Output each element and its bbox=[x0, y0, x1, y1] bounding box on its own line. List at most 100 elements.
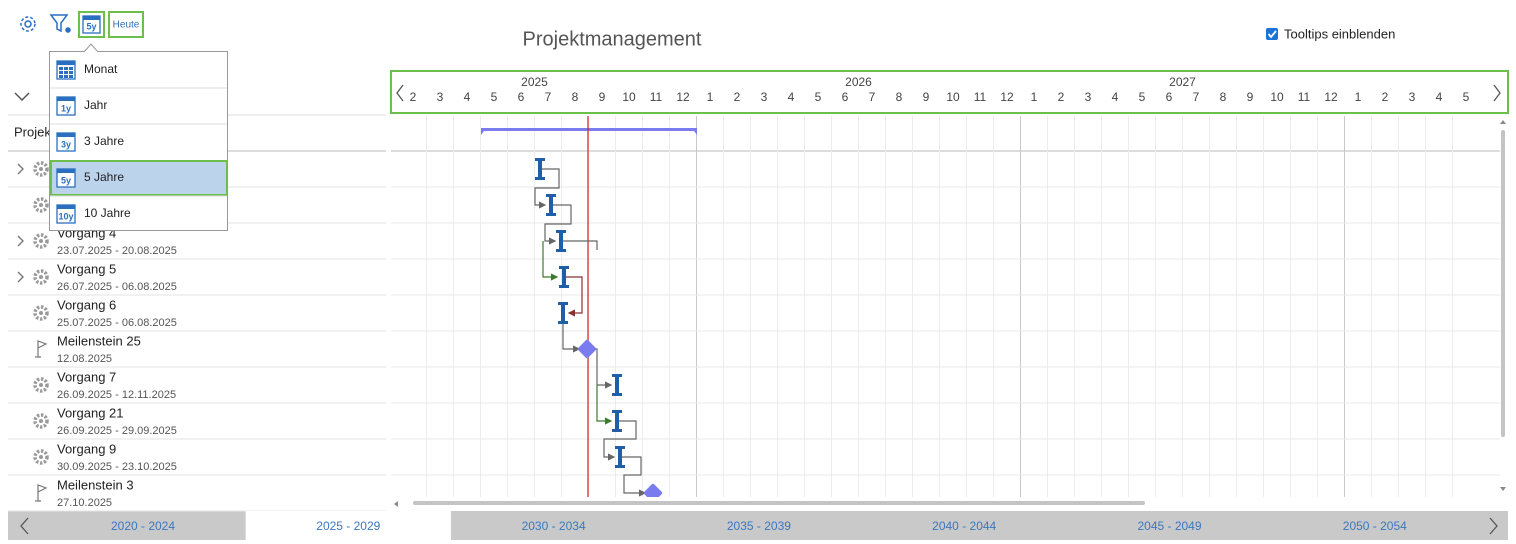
year-label: 2026 bbox=[845, 75, 872, 89]
row-name: Vorgang 21 bbox=[57, 405, 124, 420]
today-button[interactable]: Heute bbox=[108, 11, 144, 38]
task-icon-core bbox=[39, 167, 43, 171]
month-label: 12 bbox=[1000, 90, 1014, 104]
range-label[interactable]: 2040 - 2044 bbox=[932, 519, 996, 533]
milestone bbox=[577, 339, 597, 359]
month-label: 8 bbox=[896, 90, 903, 104]
year-label: 2025 bbox=[521, 75, 548, 89]
collapse-all[interactable] bbox=[14, 92, 30, 102]
range-label[interactable]: 2035 - 2039 bbox=[727, 519, 791, 533]
month-label: 2 bbox=[410, 90, 417, 104]
list-header: Projekt bbox=[14, 124, 55, 139]
timeline bbox=[390, 70, 1509, 114]
range-next[interactable] bbox=[1489, 517, 1498, 535]
dependency-link bbox=[542, 241, 559, 281]
row-dates: 23.07.2025 - 20.08.2025 bbox=[57, 245, 177, 257]
month-label: 11 bbox=[650, 90, 663, 104]
range-selected bbox=[245, 511, 451, 540]
month-label: 2 bbox=[1058, 90, 1065, 104]
zoom-item-icon-cell bbox=[59, 71, 63, 74]
range-prev[interactable] bbox=[20, 517, 29, 535]
month-label: 5 bbox=[1139, 90, 1146, 104]
expander[interactable] bbox=[17, 271, 24, 283]
zoom-item-label[interactable]: Jahr bbox=[84, 98, 107, 112]
range-label[interactable]: 2020 - 2024 bbox=[111, 519, 175, 533]
zoom-item-label[interactable]: 3 Jahre bbox=[84, 134, 124, 148]
row-name: Vorgang 5 bbox=[57, 261, 116, 276]
month-label: 3 bbox=[761, 90, 768, 104]
month-label: 4 bbox=[1112, 90, 1119, 104]
timeline-next[interactable] bbox=[1493, 84, 1501, 102]
zoom-item-label[interactable]: Monat bbox=[84, 62, 118, 76]
task-icon bbox=[33, 233, 49, 249]
range-label[interactable]: 2030 - 2034 bbox=[522, 519, 586, 533]
scroll-down[interactable] bbox=[1500, 487, 1506, 491]
zoom-item-label[interactable]: 5 Jahre bbox=[84, 170, 124, 184]
dependency-link bbox=[561, 240, 598, 250]
task-icon-core bbox=[39, 419, 43, 423]
zoom-item-icon-top bbox=[57, 97, 75, 101]
row-name: Vorgang 9 bbox=[57, 441, 116, 456]
h-scrollbar[interactable] bbox=[413, 501, 1145, 505]
title: Projektmanagement bbox=[523, 28, 702, 50]
task-marker bbox=[612, 374, 622, 396]
month-label: 3 bbox=[1085, 90, 1092, 104]
task-icon-core bbox=[39, 203, 43, 207]
month-label: 2 bbox=[1382, 90, 1389, 104]
milestone bbox=[643, 483, 663, 497]
row-dates: 27.10.2025 bbox=[57, 497, 112, 509]
month-label: 4 bbox=[1436, 90, 1443, 104]
scroll-left[interactable] bbox=[394, 501, 398, 507]
row-dates: 26.09.2025 - 12.11.2025 bbox=[57, 389, 176, 401]
expander[interactable] bbox=[17, 163, 24, 175]
zoom-item-icon-cell bbox=[64, 71, 68, 74]
month-label: 7 bbox=[545, 90, 552, 104]
tooltips-toggle[interactable]: Tooltips einblenden bbox=[1266, 26, 1395, 41]
tooltips-label: Tooltips einblenden bbox=[1284, 26, 1395, 41]
range-label[interactable]: 2045 - 2049 bbox=[1137, 519, 1201, 533]
row-name: Meilenstein 3 bbox=[57, 477, 134, 492]
month-label: 9 bbox=[1247, 90, 1254, 104]
year-label: 2027 bbox=[1169, 75, 1196, 89]
timeline-prev[interactable] bbox=[396, 84, 404, 102]
month-label: 7 bbox=[869, 90, 876, 104]
zoom-item-icon-cell bbox=[64, 67, 68, 70]
dependency-link bbox=[534, 168, 560, 209]
month-label: 6 bbox=[1166, 90, 1173, 104]
settings-button[interactable] bbox=[20, 16, 36, 32]
row-dates: 25.07.2025 - 06.08.2025 bbox=[57, 317, 177, 329]
zoom-button[interactable]: 5y bbox=[78, 11, 105, 38]
zoom-item-icon-label: 3y bbox=[61, 139, 71, 149]
task-icon-core bbox=[39, 455, 43, 459]
row-dates: 26.07.2025 - 06.08.2025 bbox=[57, 281, 177, 293]
task-marker bbox=[612, 410, 622, 432]
month-label: 7 bbox=[1193, 90, 1200, 104]
zoom-item-icon-cell bbox=[59, 67, 63, 70]
month-label: 11 bbox=[1298, 90, 1311, 104]
month-label: 1 bbox=[1355, 90, 1362, 104]
range-label[interactable]: 2025 - 2029 bbox=[316, 519, 380, 533]
range-label[interactable]: 2050 - 2054 bbox=[1343, 519, 1407, 533]
expander[interactable] bbox=[17, 235, 24, 247]
month-label: 8 bbox=[572, 90, 579, 104]
zoom-item-label[interactable]: 10 Jahre bbox=[84, 206, 131, 220]
month-label: 5 bbox=[815, 90, 822, 104]
month-label: 9 bbox=[923, 90, 930, 104]
milestone-icon bbox=[35, 340, 48, 358]
row-dates: 30.09.2025 - 23.10.2025 bbox=[57, 461, 177, 473]
month-label: 10 bbox=[1270, 90, 1284, 104]
zoom-menu-pointer bbox=[83, 43, 99, 53]
month-label: 3 bbox=[1409, 90, 1416, 104]
dependency-link bbox=[603, 420, 637, 461]
filter-button[interactable] bbox=[49, 14, 71, 33]
dependency-link bbox=[544, 204, 572, 245]
v-scrollbar[interactable] bbox=[1501, 130, 1505, 437]
month-label: 5 bbox=[1463, 90, 1470, 104]
task-marker bbox=[535, 158, 545, 180]
scroll-up[interactable] bbox=[1500, 120, 1506, 124]
zoom-item-icon-top bbox=[57, 61, 75, 65]
month-label: 4 bbox=[788, 90, 795, 104]
row-name: Meilenstein 25 bbox=[57, 333, 141, 348]
